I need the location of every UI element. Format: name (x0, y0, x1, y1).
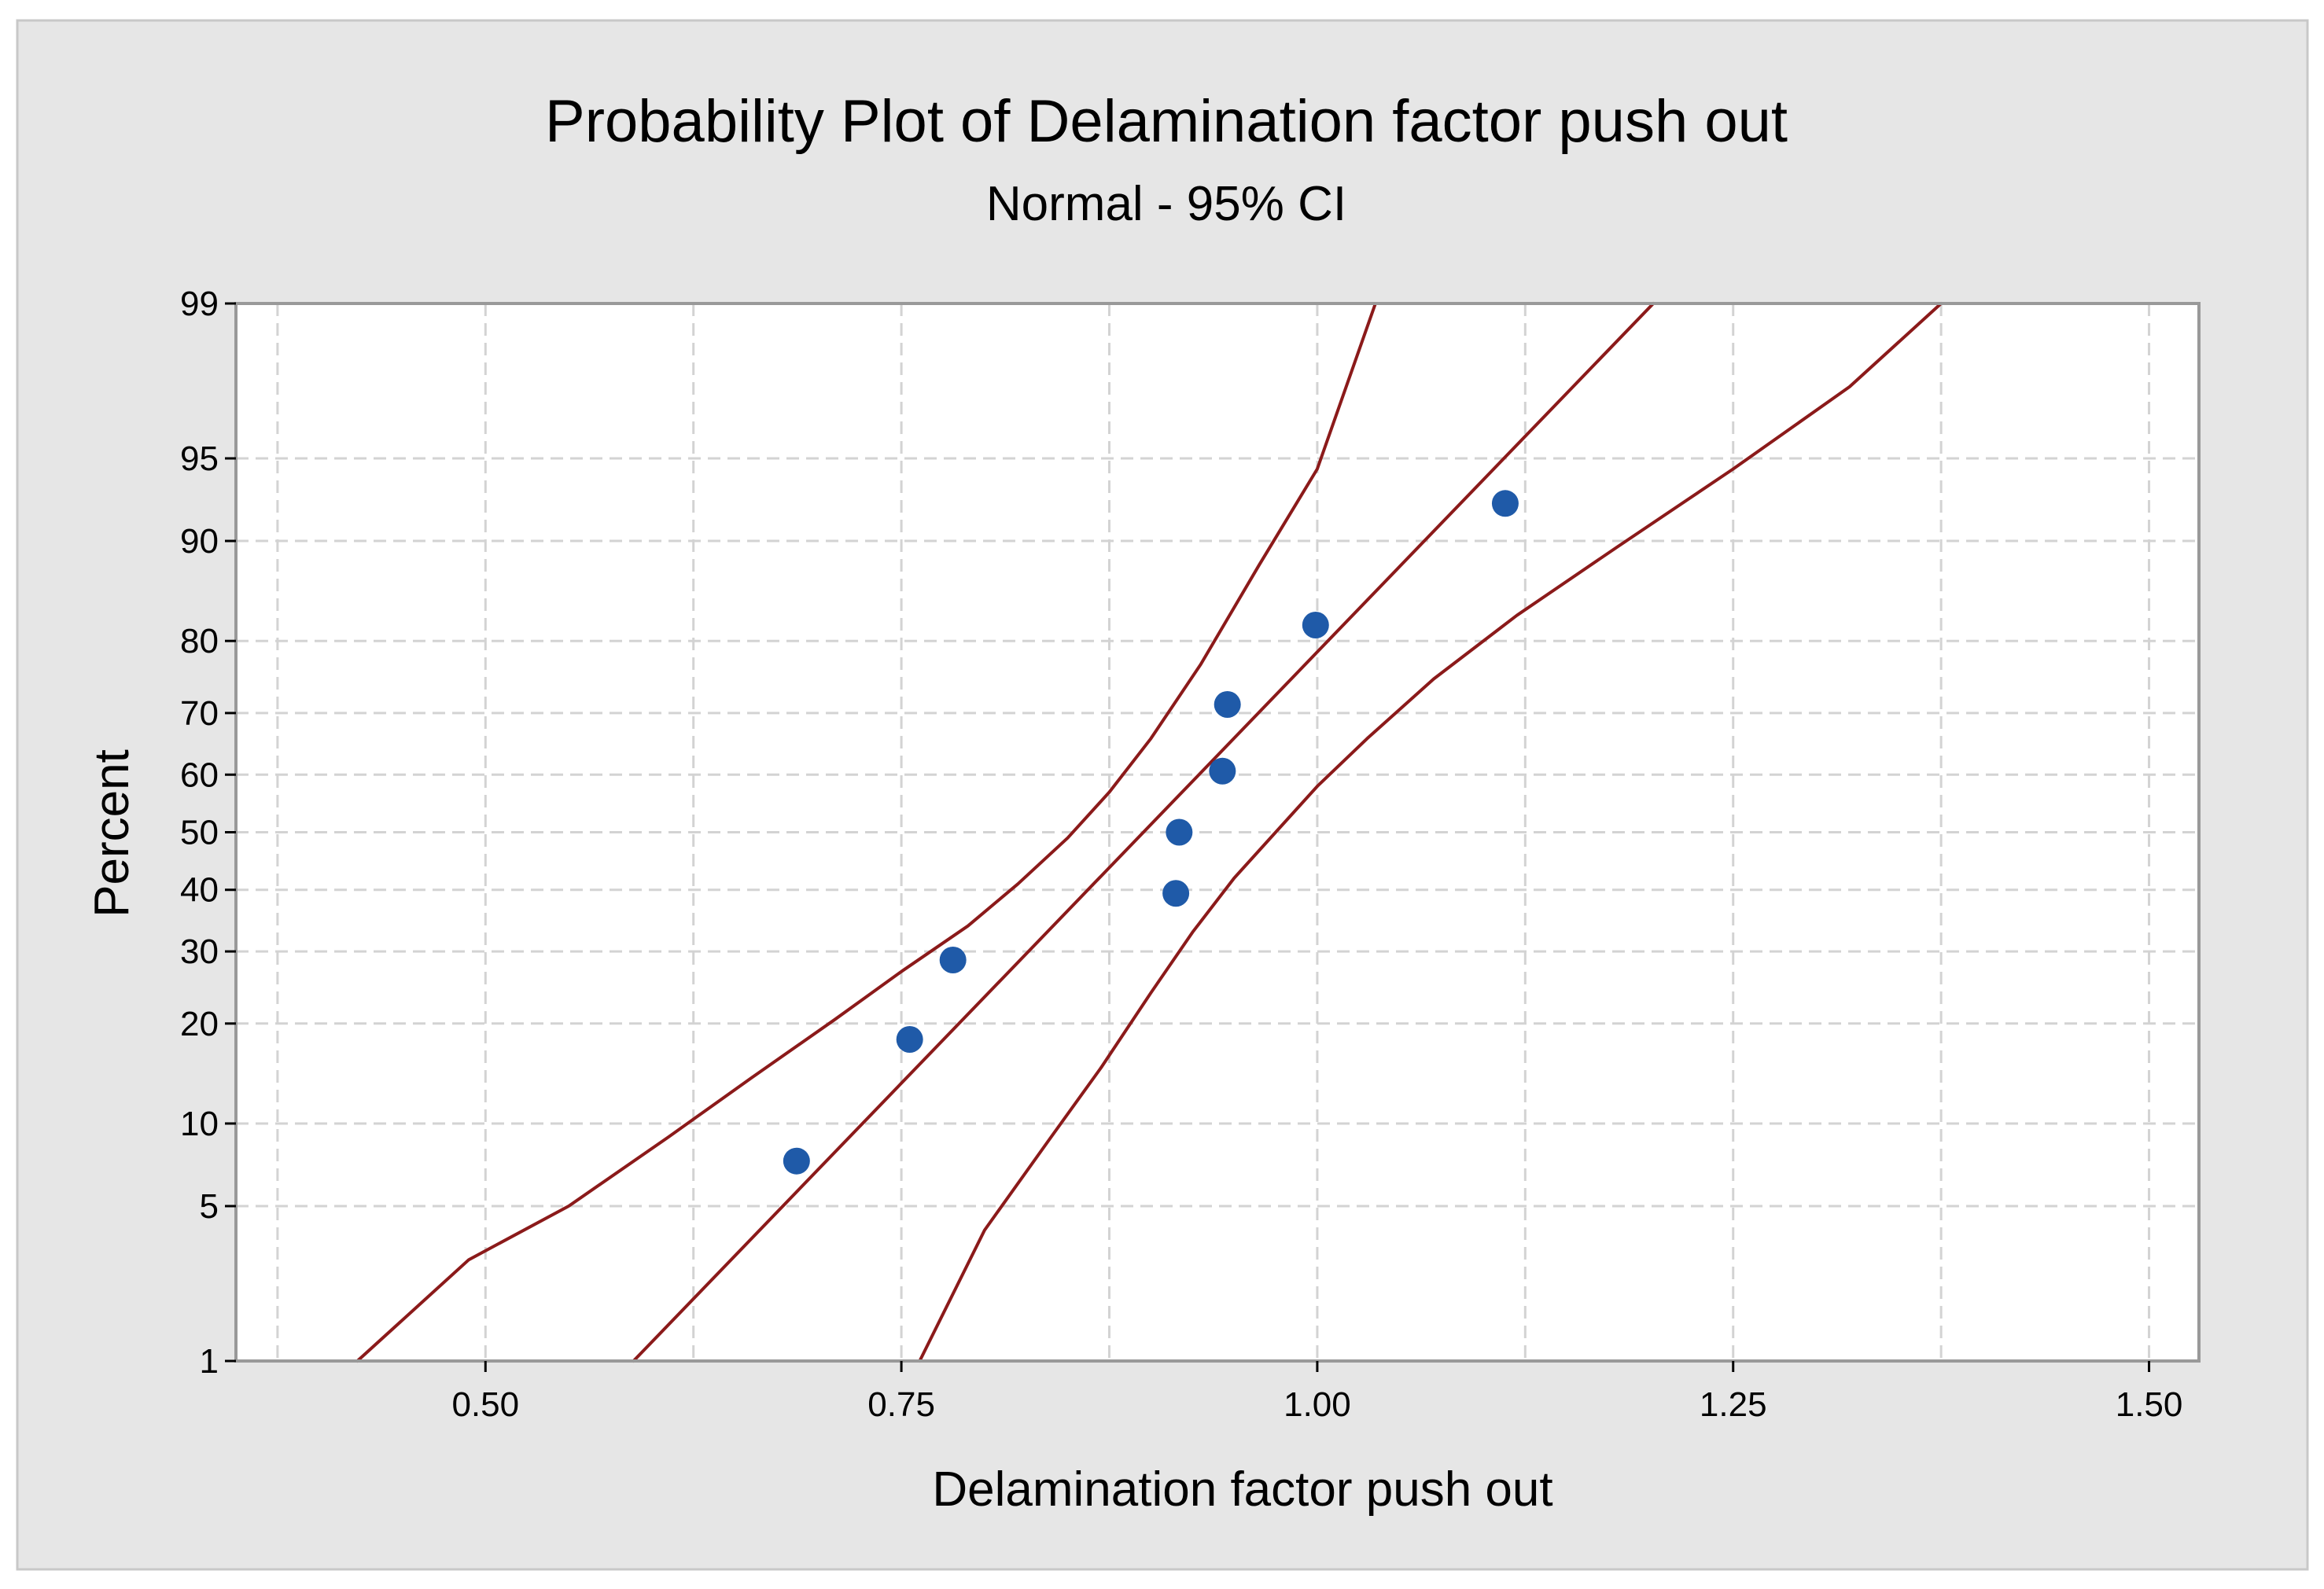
y-tick-label: 50 (180, 814, 219, 852)
data-points (783, 490, 1519, 1175)
y-tick-label: 1 (200, 1342, 219, 1381)
x-tick-label: 1.25 (1700, 1385, 1767, 1424)
data-point (1209, 757, 1236, 785)
x-tick-label: 0.75 (867, 1385, 935, 1424)
y-tick-label: 5 (200, 1187, 219, 1226)
y-tick-label: 20 (180, 1005, 219, 1043)
chart-title: Probability Plot of Delamination factor … (545, 88, 1788, 155)
data-point (1166, 818, 1193, 846)
fit-and-confidence-lines (355, 302, 1943, 1363)
y-tick-label: 99 (180, 285, 219, 323)
y-tick-label: 40 (180, 871, 219, 910)
y-tick-label: 80 (180, 622, 219, 660)
data-point (1491, 490, 1519, 517)
plot-area (236, 303, 2199, 1361)
y-tick-label: 90 (180, 522, 219, 561)
axis-ticks: 0.50 0.75 1.00 1.25 1.50 1 5 10 20 30 40 50 60 70 80 90… (180, 285, 2182, 1424)
x-tick-label: 0.50 (451, 1385, 519, 1424)
data-point (1302, 611, 1329, 638)
data-point (783, 1147, 810, 1175)
y-tick-label: 30 (180, 932, 219, 971)
y-tick-label: 60 (180, 756, 219, 794)
grid-lines (236, 302, 2199, 1363)
ci-lower-bound-line (918, 302, 1943, 1363)
fitted-distribution-line (632, 302, 1656, 1363)
x-axis-label: Delamination factor push out (932, 1462, 1552, 1517)
y-tick-label: 70 (180, 694, 219, 733)
data-point (1214, 690, 1241, 718)
y-tick-label: 10 (180, 1105, 219, 1143)
data-point (896, 1026, 923, 1054)
y-axis-label: Percent (85, 749, 139, 918)
x-tick-label: 1.50 (2116, 1385, 2183, 1424)
x-tick-label: 1.00 (1284, 1385, 1351, 1424)
ci-upper-bound-line (355, 302, 1377, 1363)
chart-subtitle: Normal - 95% CI (986, 177, 1346, 231)
data-point (1162, 880, 1190, 907)
data-point (939, 947, 967, 974)
y-tick-label: 95 (180, 440, 219, 478)
